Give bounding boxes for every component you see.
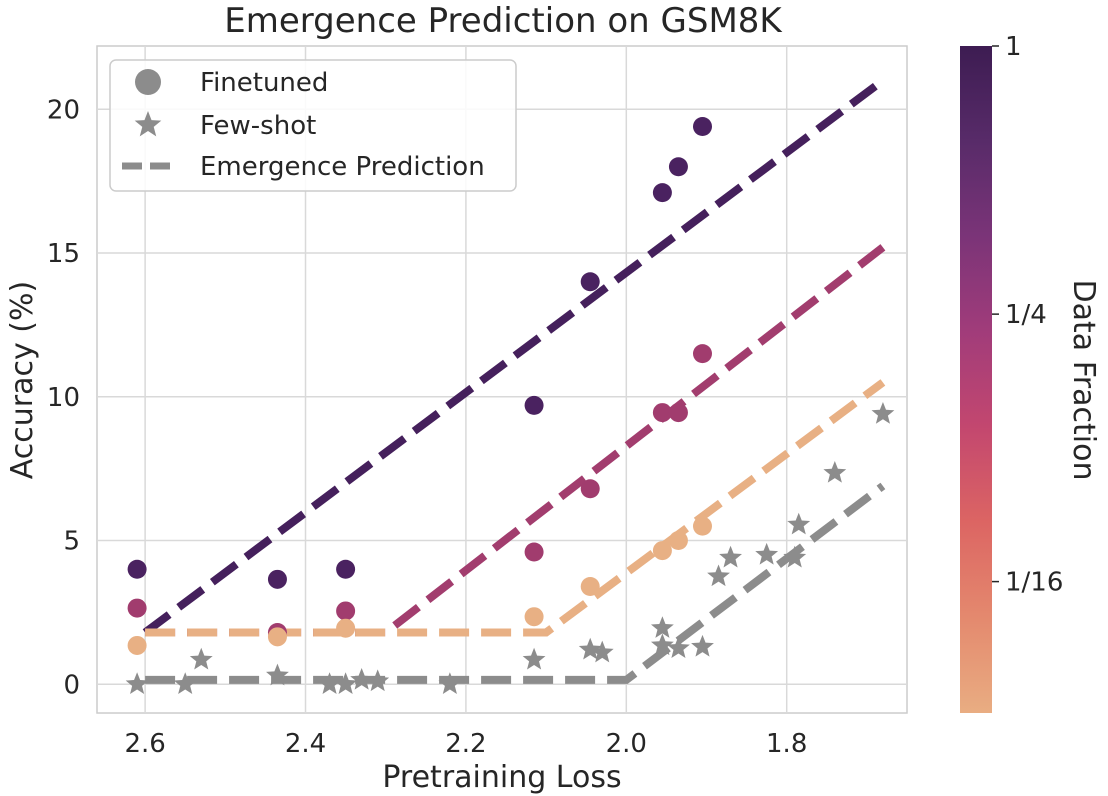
few-shot-star-point	[366, 669, 390, 692]
few-shot-star-point	[650, 633, 674, 656]
finetuned-point	[127, 635, 147, 655]
finetuned-point	[336, 559, 356, 579]
few-shot-star-point	[350, 667, 374, 690]
finetuned-point	[652, 183, 672, 203]
x-tick-label: 2.6	[124, 729, 165, 759]
finetuned-point	[336, 618, 356, 638]
finetuned-point	[692, 117, 712, 136]
colorbar-tick-label: 1	[1005, 32, 1022, 62]
y-tick-label: 10	[47, 383, 80, 413]
x-tick-labels: 2.6 2.4 2.2 2.0 1.8	[124, 729, 807, 759]
few-shot-star-point	[318, 672, 341, 694]
finetuned-point	[692, 516, 712, 536]
y-tick-label: 20	[47, 95, 80, 125]
legend-circle-marker	[135, 69, 161, 95]
few-shot-star-point	[871, 402, 895, 424]
y-tick-label: 15	[47, 239, 80, 269]
few-shot-star-point	[334, 672, 358, 694]
few-shot-star-point	[173, 672, 197, 694]
finetuned-point	[692, 344, 712, 364]
x-tick-label: 1.8	[766, 729, 807, 759]
colorbar-gradient	[960, 46, 992, 713]
y-tick-label: 5	[63, 527, 80, 557]
few-shot-star-point	[650, 616, 674, 638]
few-shot-star-point	[522, 647, 546, 670]
finetuned-point	[336, 601, 356, 621]
few-shot-star-point	[266, 663, 289, 686]
legend-box	[109, 59, 517, 192]
few-shot-star-point	[783, 545, 807, 568]
legend-label: Finetuned	[200, 68, 328, 98]
finetuned-point	[668, 157, 688, 177]
x-tick-label: 2.4	[285, 729, 326, 759]
x-axis-label: Pretraining Loss	[382, 760, 621, 795]
y-tick-label: 0	[63, 670, 80, 700]
few-shot-star-point	[590, 640, 614, 663]
legend: Finetuned Few-shot Emergence Prediction	[109, 59, 517, 192]
x-tick-label: 2.2	[445, 729, 486, 759]
legend-label: Few-shot	[200, 111, 316, 141]
chart-title: Emergence Prediction on GSM8K	[224, 1, 783, 41]
few-shot-star-point	[578, 637, 602, 660]
prediction-line	[145, 244, 886, 637]
data-points	[125, 117, 895, 694]
finetuned-point	[524, 395, 544, 415]
finetuned-point	[652, 403, 672, 423]
colorbar-tick-label: 1/16	[1005, 568, 1063, 598]
y-tick-labels: 0 5 10 15 20	[47, 95, 80, 700]
finetuned-point	[652, 541, 672, 561]
finetuned-point	[524, 607, 544, 627]
few-shot-star-point	[823, 460, 847, 483]
few-shot-star-point	[787, 512, 811, 535]
colorbar-tick-label: 1/4	[1005, 300, 1047, 330]
finetuned-point	[580, 479, 600, 499]
few-shot-star-point	[707, 564, 730, 587]
few-shot-star-point	[667, 636, 690, 659]
finetuned-point	[127, 559, 147, 579]
colorbar: 1 1/4 1/16 Data Fraction	[960, 32, 1101, 713]
finetuned-point	[668, 403, 688, 423]
few-shot-star-point	[125, 672, 149, 694]
prediction-line	[145, 482, 886, 684]
finetuned-point	[524, 542, 544, 562]
few-shot-star-point	[189, 647, 213, 670]
few-shot-star-point	[438, 672, 462, 694]
finetuned-point	[267, 627, 287, 647]
few-shot-star-point	[755, 542, 779, 565]
finetuned-point	[580, 272, 600, 292]
legend-label: Emergence Prediction	[200, 152, 485, 182]
few-shot-star-point	[691, 634, 714, 657]
finetuned-point	[580, 577, 600, 596]
prediction-line	[142, 77, 886, 636]
legend-star-marker	[134, 111, 162, 137]
colorbar-label: Data Fraction	[1066, 280, 1101, 481]
x-tick-label: 2.0	[606, 729, 647, 759]
few-shot-star-point	[719, 545, 742, 568]
finetuned-point	[668, 531, 688, 550]
finetuned-point	[267, 569, 287, 589]
y-axis-label: Accuracy (%)	[5, 281, 40, 479]
finetuned-point	[127, 598, 147, 618]
